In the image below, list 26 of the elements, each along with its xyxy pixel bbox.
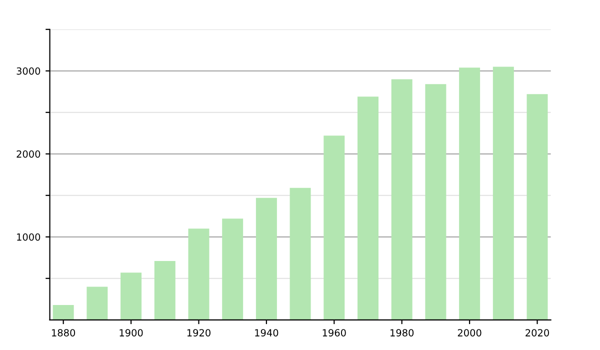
bar: [188, 228, 210, 320]
x-tick-label: 1900: [120, 329, 143, 336]
y-tick-label: 3000: [16, 67, 40, 75]
bar: [86, 286, 108, 320]
x-tick-label: 1920: [187, 329, 210, 336]
bar: [324, 136, 345, 320]
bar: [290, 188, 311, 320]
bar: [52, 304, 74, 320]
x-tick-label: 1960: [322, 329, 346, 336]
bar: [154, 260, 176, 320]
x-tick-label: 2000: [458, 329, 482, 336]
x-tick-label: 1880: [52, 329, 76, 336]
x-tick-label: 1980: [390, 329, 414, 336]
bar: [358, 96, 378, 320]
bar: [459, 68, 480, 320]
bar: [222, 218, 244, 320]
y-tick-label: 1000: [17, 233, 40, 241]
bar: [492, 66, 514, 320]
bar: [256, 198, 277, 320]
bar: [526, 94, 548, 320]
y-tick-label: 2000: [16, 150, 40, 158]
x-tick-label: 2020: [526, 329, 549, 336]
x-tick-label: 1940: [255, 329, 278, 336]
bar: [391, 79, 412, 320]
bar: [425, 84, 446, 320]
bar: [120, 272, 142, 320]
